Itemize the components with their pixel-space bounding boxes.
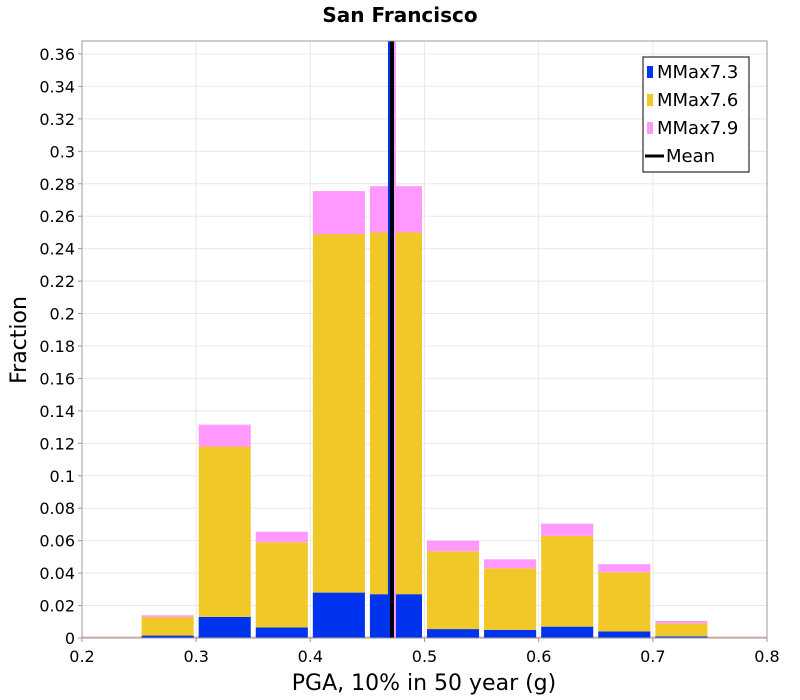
bar-mmax7-3: [541, 626, 594, 638]
bar-mmax7-3: [198, 616, 251, 638]
legend-swatch-mmax7-9: [647, 122, 653, 134]
y-tick-label: 0.24: [39, 240, 75, 259]
bar-mmax7-9: [141, 615, 194, 617]
bar-mmax7-9: [655, 620, 708, 624]
x-tick-label: 0.8: [754, 647, 779, 666]
y-tick-label: 0: [65, 629, 75, 648]
chart-title: San Francisco: [322, 3, 477, 27]
legend-label-mmax7-6: MMax7.6: [657, 90, 738, 111]
y-tick-label: 0.02: [39, 597, 75, 616]
legend-box: [642, 56, 750, 173]
y-tick-label: 0.1: [50, 467, 75, 486]
bar-mmax7-6: [655, 623, 708, 637]
x-tick-label: 0.7: [640, 647, 665, 666]
bar-mmax7-9: [198, 424, 251, 447]
y-tick-label: 0.22: [39, 272, 75, 291]
y-tick-label: 0.06: [39, 532, 75, 551]
bar-mmax7-6: [255, 542, 308, 628]
x-axis-title: PGA, 10% in 50 year (g): [292, 671, 556, 696]
y-tick-label: 0.34: [39, 77, 75, 96]
bar-mmax7-6: [598, 572, 651, 632]
bar-mmax7-3: [312, 592, 365, 638]
bar-mmax7-6: [484, 568, 537, 630]
y-axis-title: Fraction: [7, 296, 32, 384]
bar-mmax7-6: [198, 446, 251, 617]
y-axis-ticks: 0 0.02 0.04 0.06 0.08 0.1 0.12 0.14 0.16 0.18 0.2 0…: [39, 45, 82, 648]
y-tick-label: 0.16: [39, 369, 75, 388]
mean-line-group: [387, 41, 396, 638]
x-axis-ticks: 0.2 0.3 0.4 0.5 0.6 0.7 0.8: [69, 638, 780, 666]
grid: [82, 41, 767, 638]
bar-mmax7-6: [541, 535, 594, 627]
y-tick-label: 0.32: [39, 110, 75, 129]
x-tick-label: 0.4: [298, 647, 323, 666]
bar-mmax7-3: [255, 627, 308, 638]
x-tick-label: 0.6: [526, 647, 551, 666]
bar-mmax7-9: [255, 531, 308, 543]
y-tick-label: 0.28: [39, 175, 75, 194]
bar-mmax7-6: [427, 551, 480, 630]
bar-mmax7-3: [141, 635, 194, 638]
bar-mmax7-9: [598, 564, 651, 573]
y-tick-label: 0.04: [39, 564, 75, 583]
x-tick-label: 0.5: [412, 647, 437, 666]
bar-mmax7-6: [141, 616, 194, 636]
y-tick-label: 0.18: [39, 337, 75, 356]
bar-mmax7-9: [427, 540, 480, 552]
legend-label-mmax7-9: MMax7.9: [657, 118, 738, 139]
y-tick-label: 0.36: [39, 45, 75, 64]
legend-swatch-mmax7-3: [647, 66, 653, 78]
bar-mmax7-3: [427, 629, 480, 638]
x-tick-label: 0.3: [183, 647, 208, 666]
legend-label-mean: Mean: [666, 146, 715, 167]
y-tick-label: 0.2: [50, 305, 75, 324]
legend-swatch-mmax7-6: [647, 94, 653, 106]
bar-mmax7-9: [484, 559, 537, 569]
legend: MMax7.3 MMax7.6 MMax7.9 Mean: [642, 56, 750, 173]
y-tick-label: 0.3: [50, 142, 75, 161]
bar-mmax7-9: [312, 191, 365, 235]
legend-label-mmax7-3: MMax7.3: [657, 62, 738, 83]
bar-mmax7-9: [541, 523, 594, 536]
bar-mmax7-3: [484, 629, 537, 638]
y-tick-label: 0.08: [39, 499, 75, 518]
y-tick-label: 0.14: [39, 402, 75, 421]
bar-mmax7-3: [655, 636, 708, 638]
bar-mmax7-3: [598, 631, 651, 638]
bars: [82, 186, 767, 638]
bar-mmax7-6: [312, 234, 365, 593]
x-tick-label: 0.2: [69, 647, 94, 666]
y-tick-label: 0.26: [39, 207, 75, 226]
y-tick-label: 0.12: [39, 434, 75, 453]
